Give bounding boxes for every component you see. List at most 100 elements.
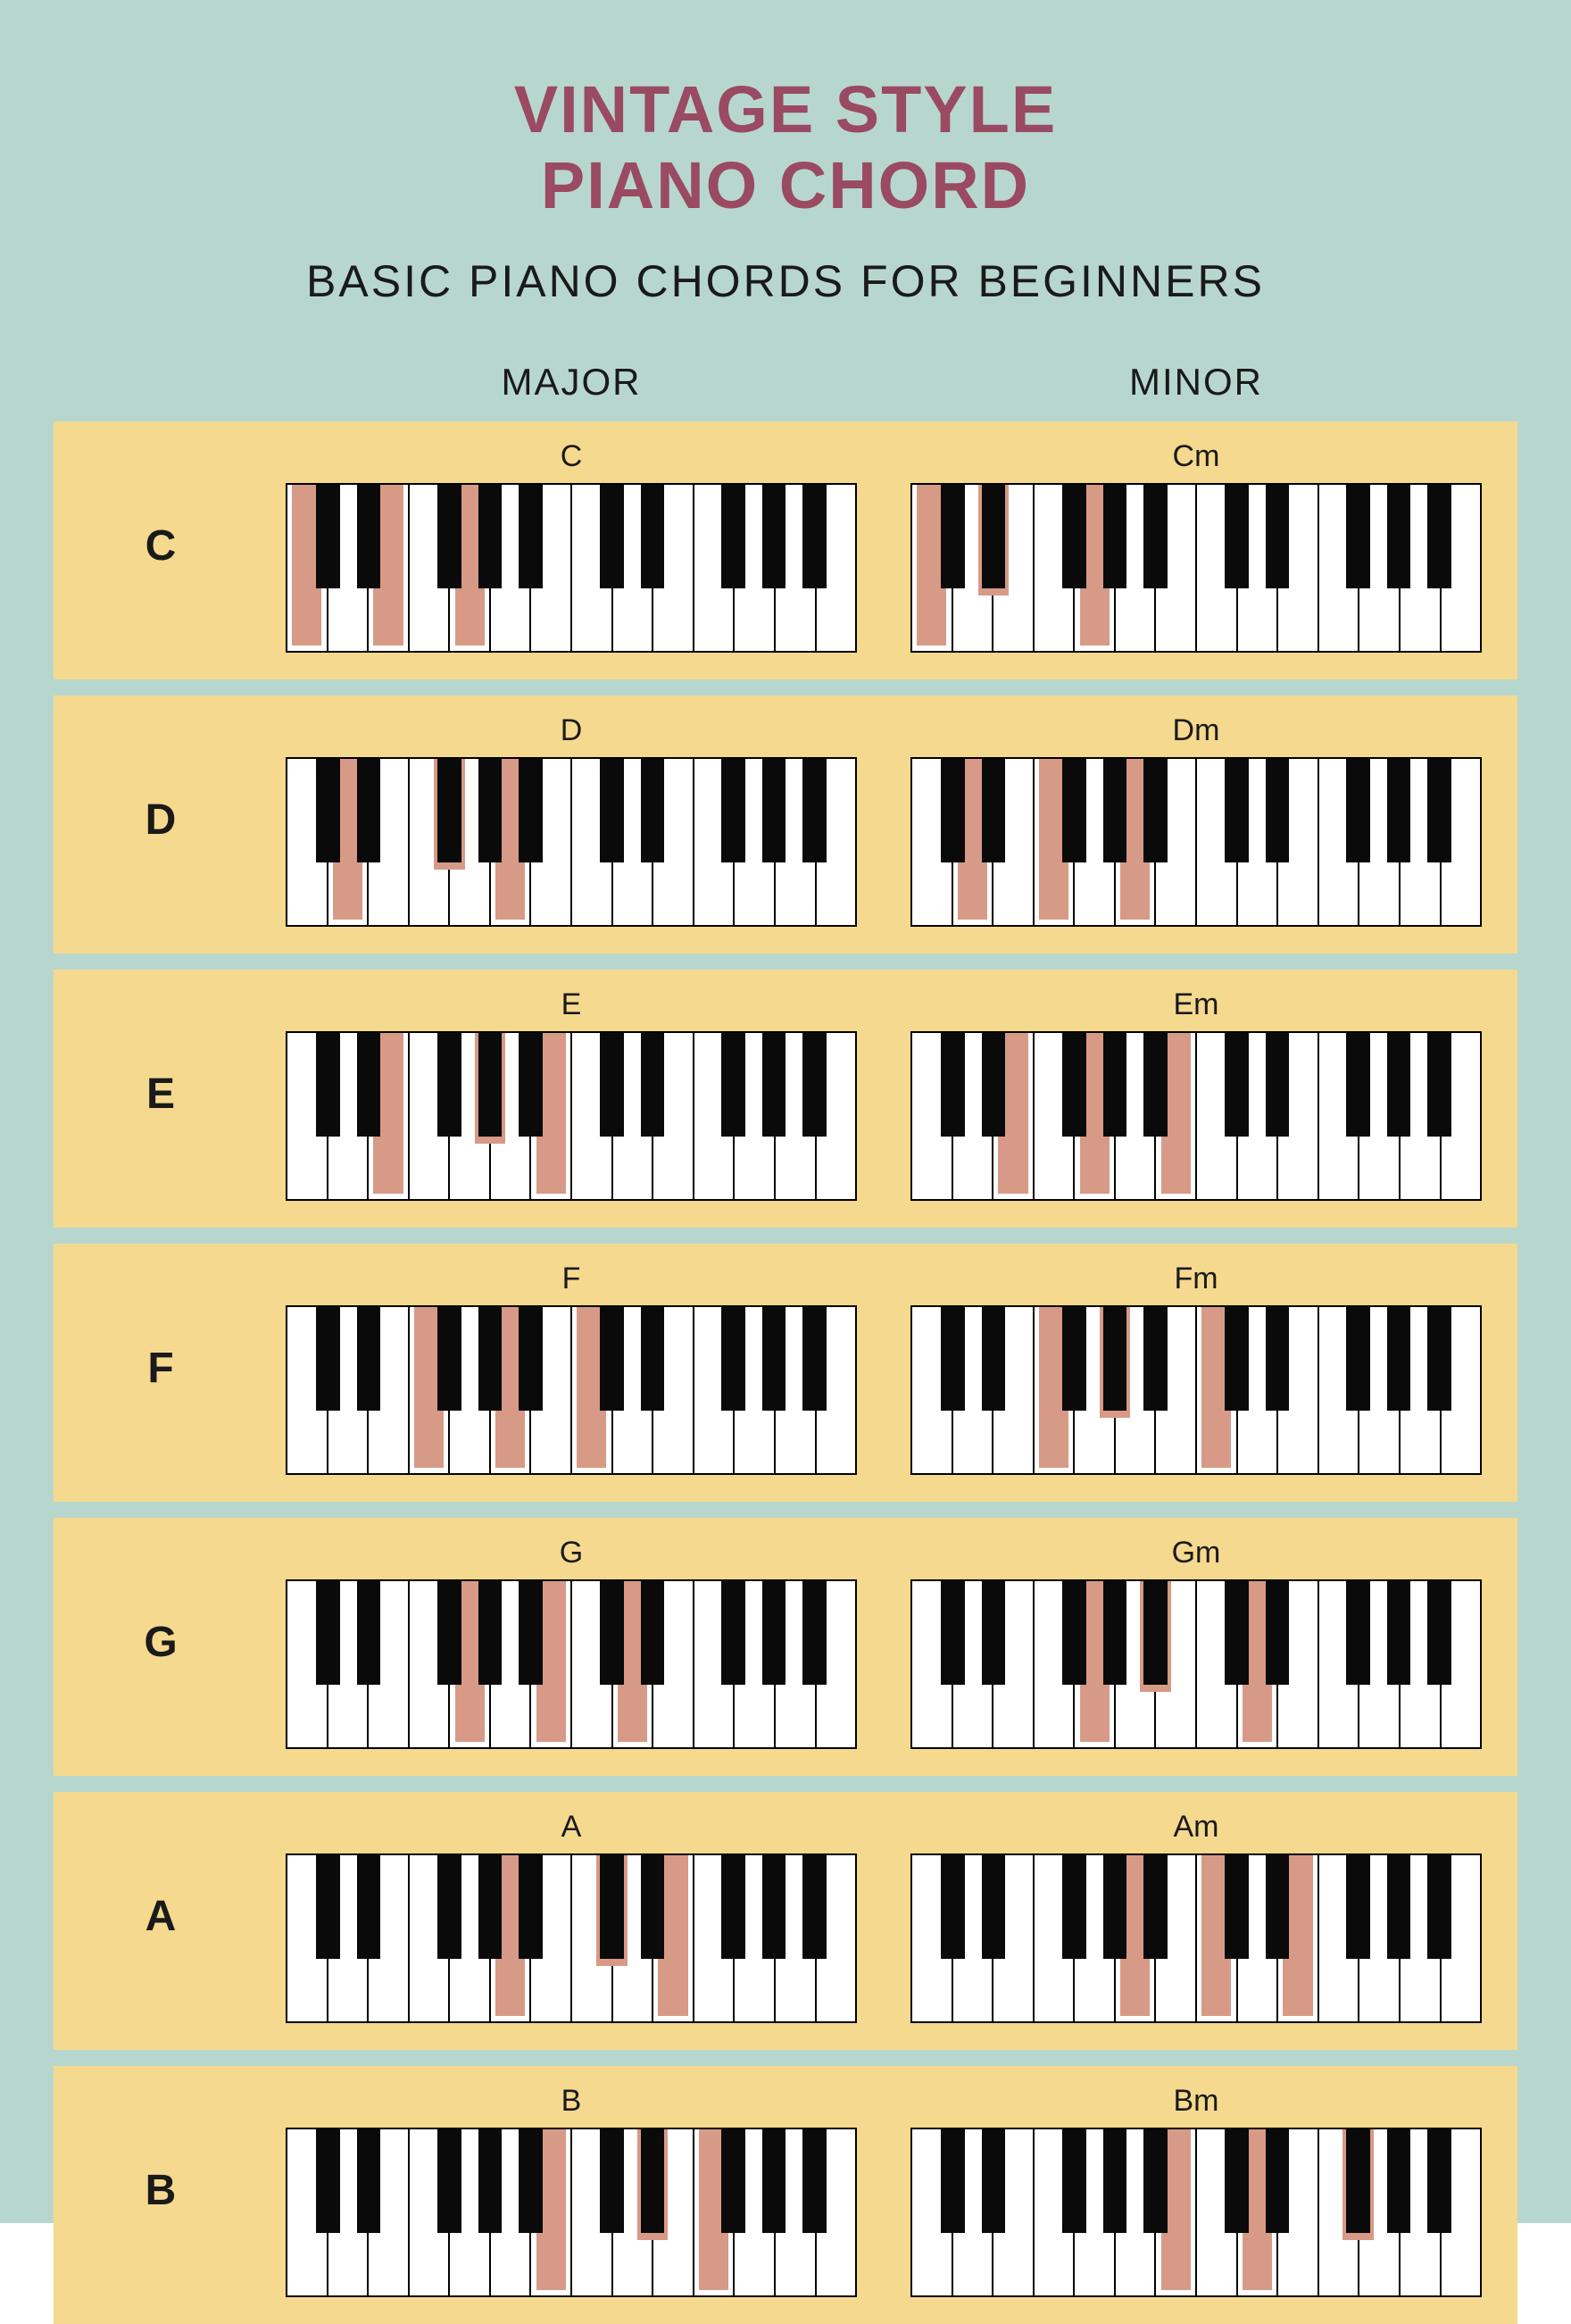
chord-name: Gm	[910, 1536, 1482, 1570]
white-key	[1197, 1307, 1238, 1473]
white-key	[491, 1033, 532, 1199]
white-key	[1238, 1581, 1279, 1747]
white-key	[450, 759, 491, 925]
white-key	[613, 1855, 654, 2021]
white-key	[953, 1581, 994, 1747]
white-key	[1156, 2129, 1197, 2295]
chord-cell: G.white.hl::after{background:#d79a87;}	[286, 1536, 857, 1749]
white-key	[993, 1581, 1035, 1747]
white-key	[1035, 485, 1076, 651]
white-key	[328, 2129, 370, 2295]
white-key	[410, 1033, 451, 1199]
white-key	[328, 1033, 370, 1199]
white-key	[1035, 1033, 1076, 1199]
white-key	[1278, 1855, 1319, 2021]
white-key	[1116, 1307, 1157, 1473]
white-key	[1319, 759, 1360, 925]
white-key	[531, 1033, 572, 1199]
white-key	[613, 1033, 654, 1199]
white-key	[653, 1581, 694, 1747]
chord-cell: Em.white.hl::after{background:#d79a87;}	[910, 987, 1482, 1201]
chord-name: D	[286, 713, 857, 748]
chord-name: F	[286, 1262, 857, 1296]
white-key	[410, 1855, 451, 2021]
white-key	[491, 1855, 532, 2021]
white-key	[1278, 759, 1319, 925]
white-key	[450, 1855, 491, 2021]
white-key	[953, 1307, 994, 1473]
white-key	[1156, 1307, 1197, 1473]
white-key	[450, 2129, 491, 2295]
white-key	[1401, 2129, 1442, 2295]
chord-cell: Am.white.hl::after{background:#d79a87;}	[910, 1810, 1482, 2023]
white-key	[1197, 2129, 1238, 2295]
white-key	[1442, 1307, 1481, 1473]
keyboard: .white.hl::after{background:#d79a87;}	[910, 1031, 1482, 1201]
white-key	[1075, 2129, 1116, 2295]
white-key	[735, 485, 776, 651]
chord-name: Am	[910, 1810, 1482, 1845]
chord-rows: CC.white.hl::after{background:#d79a87;}C…	[54, 421, 1517, 2324]
white-key	[1075, 1033, 1116, 1199]
white-key	[450, 485, 491, 651]
white-key	[1401, 1307, 1442, 1473]
white-key	[491, 1307, 532, 1473]
chord-name: A	[286, 1810, 857, 1845]
white-key	[1156, 759, 1197, 925]
white-key	[1319, 2129, 1360, 2295]
keyboard: .white.hl::after{background:#d79a87;}	[286, 1031, 857, 1201]
chord-name: E	[286, 987, 857, 1022]
white-key	[735, 2129, 776, 2295]
column-headers: MAJOR MINOR	[54, 361, 1517, 404]
row-label: E	[89, 1070, 232, 1119]
white-key	[953, 1033, 994, 1199]
white-key	[1401, 759, 1442, 925]
white-key	[1075, 1307, 1116, 1473]
white-key	[1319, 1307, 1360, 1473]
white-key	[572, 1307, 613, 1473]
chord-row: BB.white.hl::after{background:#d79a87;}B…	[54, 2066, 1517, 2324]
white-key	[817, 2129, 856, 2295]
white-key	[1156, 485, 1197, 651]
white-key	[1116, 1855, 1157, 2021]
white-key	[531, 1307, 572, 1473]
white-key	[450, 1581, 491, 1747]
white-key	[1238, 485, 1279, 651]
white-key	[653, 1855, 694, 2021]
white-key	[491, 485, 532, 651]
white-key	[1442, 1033, 1481, 1199]
white-key	[1278, 2129, 1319, 2295]
white-key	[1075, 1855, 1116, 2021]
white-key	[1238, 1307, 1279, 1473]
white-key	[369, 1307, 410, 1473]
white-key	[1401, 1855, 1442, 2021]
white-key	[369, 759, 410, 925]
white-key	[369, 485, 410, 651]
white-key	[993, 1033, 1035, 1199]
white-key	[1278, 485, 1319, 651]
white-key	[531, 1855, 572, 2021]
white-key	[287, 2129, 328, 2295]
keyboard: .white.hl::after{background:#d79a87;}	[910, 1305, 1482, 1475]
chord-name: Dm	[910, 713, 1482, 748]
row-label: G	[89, 1618, 232, 1667]
white-key	[694, 485, 736, 651]
white-key	[1238, 1033, 1279, 1199]
chord-row: EE.white.hl::after{background:#d79a87;}E…	[54, 970, 1517, 1228]
white-key	[613, 2129, 654, 2295]
white-key	[328, 485, 370, 651]
main-title: VINTAGE STYLE PIANO CHORD	[54, 71, 1517, 223]
row-label: F	[89, 1344, 232, 1393]
white-key	[450, 1307, 491, 1473]
white-key	[1401, 1581, 1442, 1747]
white-key	[572, 1033, 613, 1199]
chord-cell: F.white.hl::after{background:#d79a87;}	[286, 1262, 857, 1475]
white-key	[531, 759, 572, 925]
white-key	[735, 1033, 776, 1199]
chord-row: CC.white.hl::after{background:#d79a87;}C…	[54, 421, 1517, 679]
white-key	[776, 1855, 817, 2021]
keyboard: .white.hl::after{background:#d79a87;}	[910, 757, 1482, 927]
keyboard: .white.hl::after{background:#d79a87;}	[910, 1579, 1482, 1749]
keyboard: .white.hl::after{background:#d79a87;}	[910, 1853, 1482, 2023]
white-key	[1359, 1033, 1401, 1199]
